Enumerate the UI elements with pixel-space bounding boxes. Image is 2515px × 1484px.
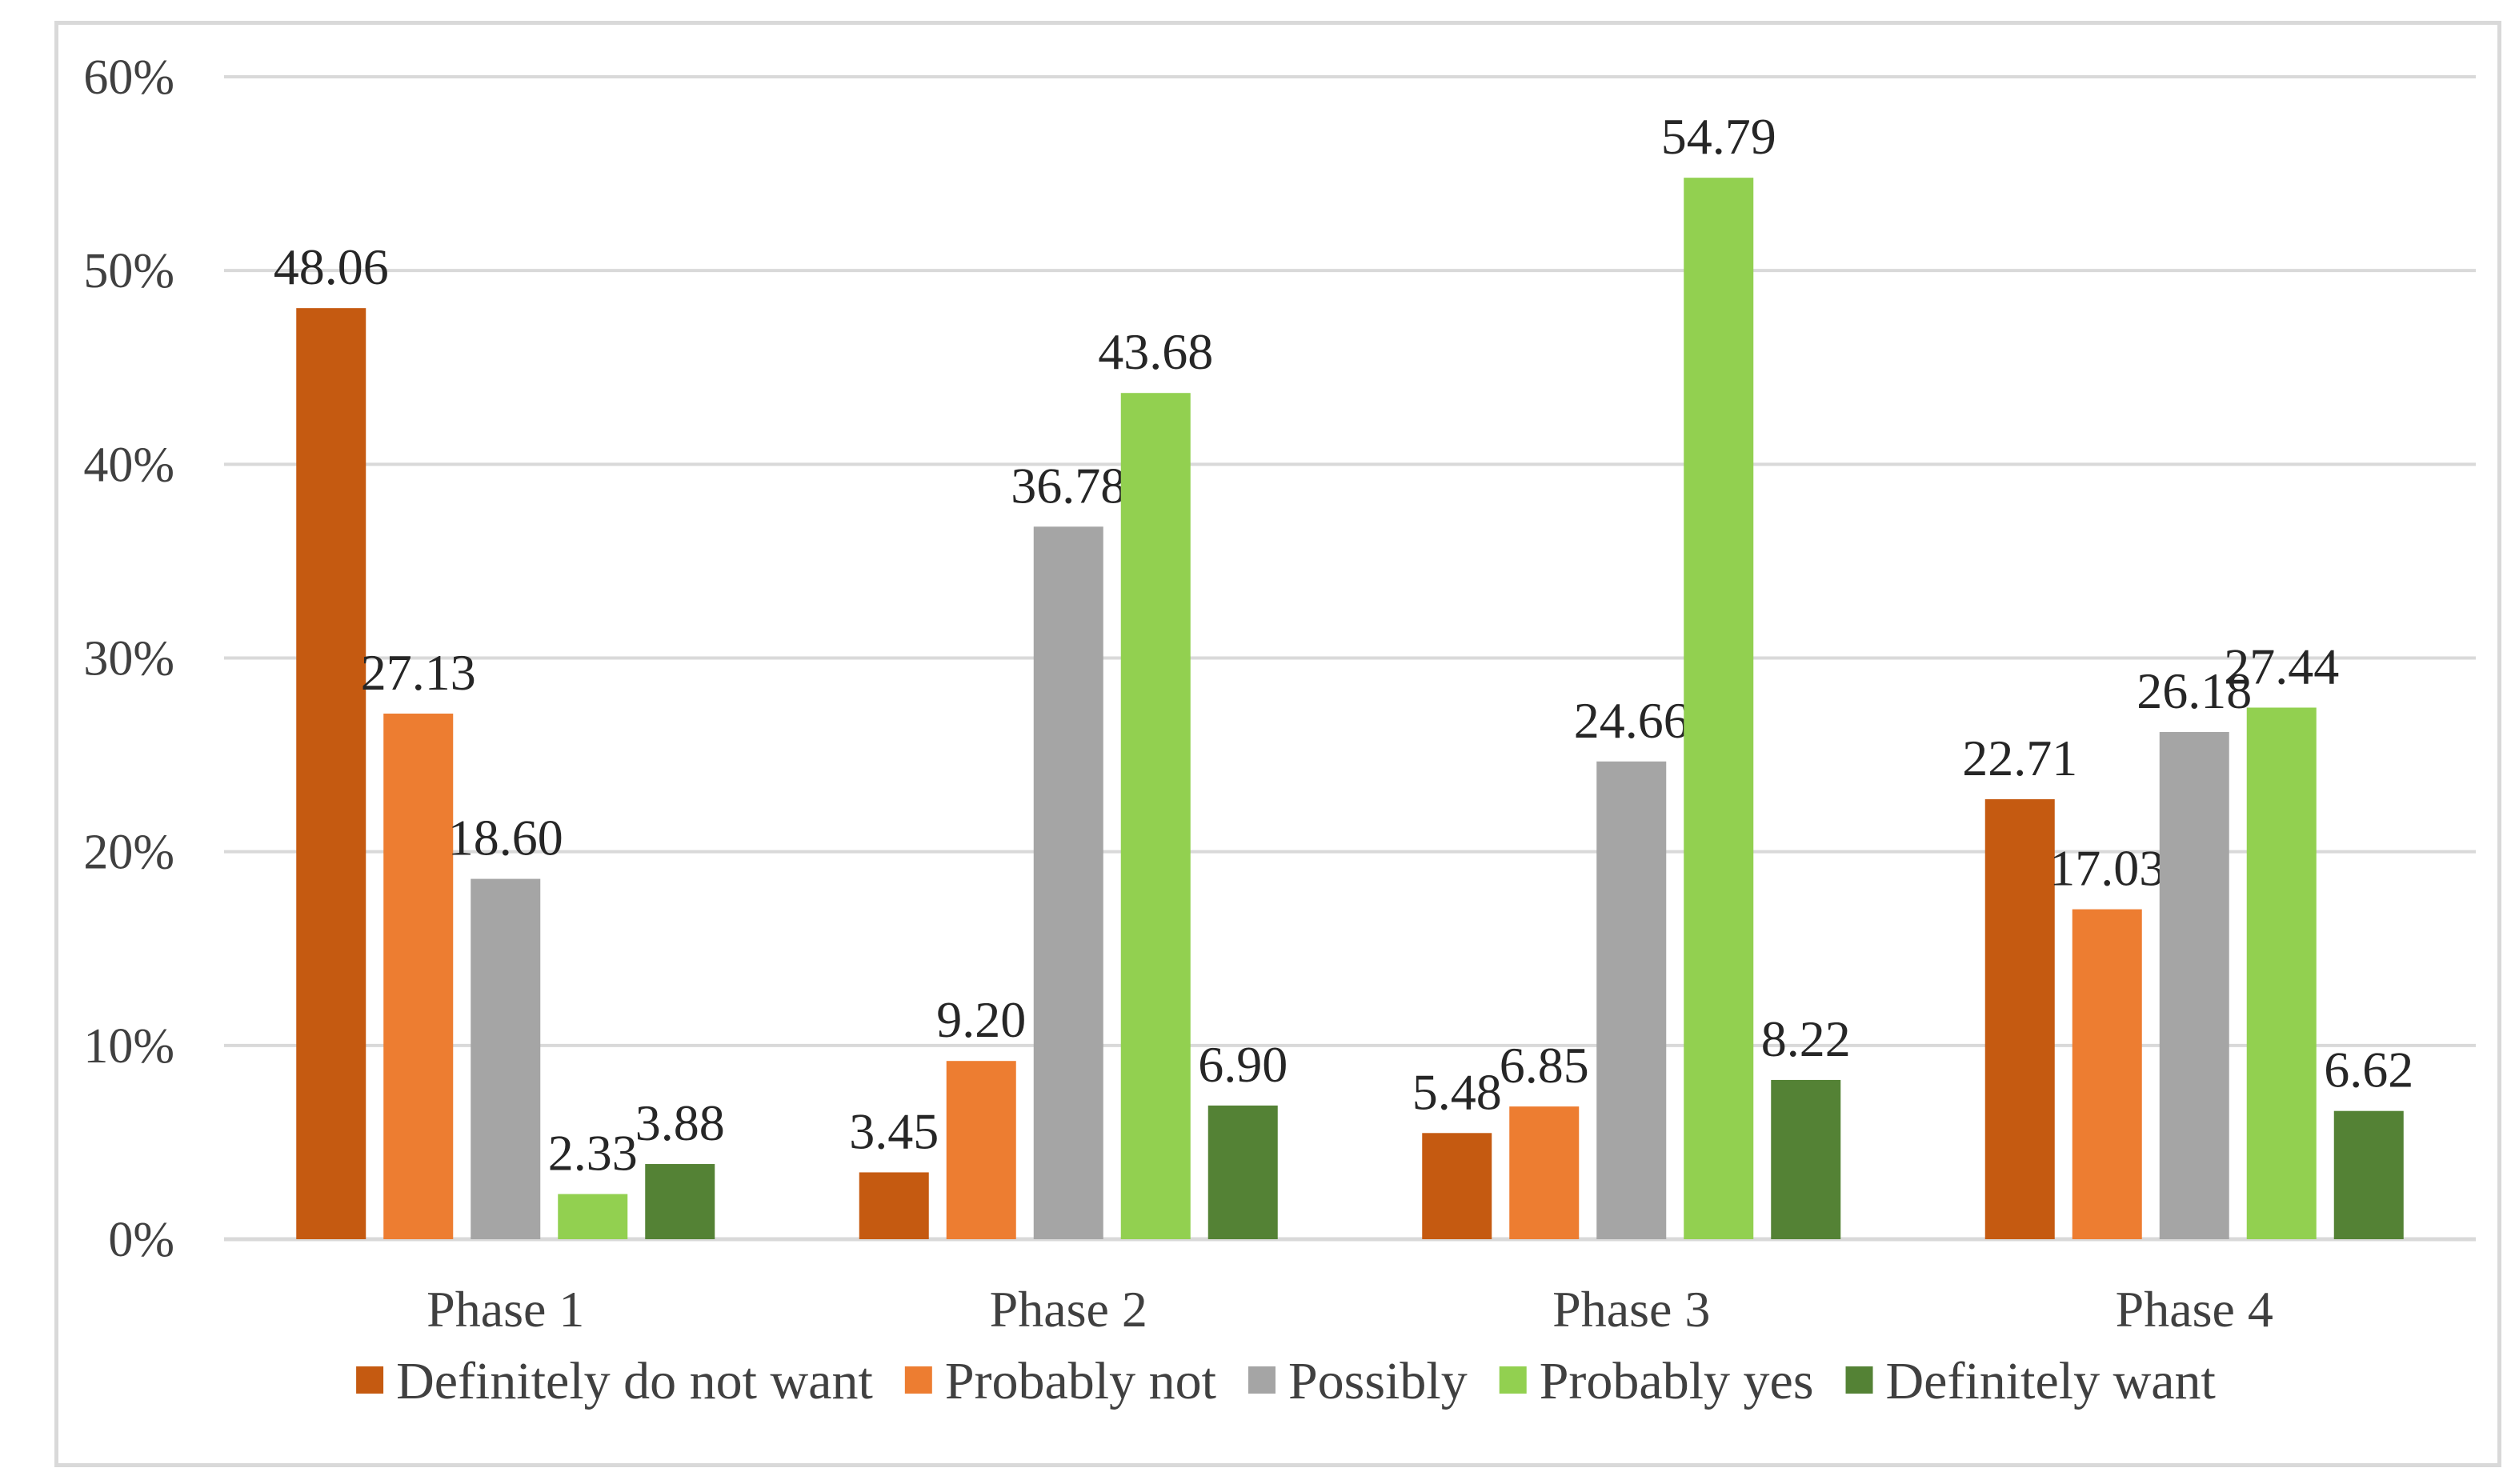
legend-label: Definitely do not want [396,1352,873,1410]
data-label: 27.13 [361,644,476,701]
data-label: 22.71 [1962,730,2077,786]
data-label: 8.22 [1761,1010,1851,1067]
x-tick-label: Phase 4 [2116,1281,2273,1338]
data-label: 9.20 [936,991,1026,1048]
bar-possibly [471,878,541,1239]
data-label: 24.66 [1574,692,1689,749]
bar-probably-not [2072,909,2142,1239]
legend-swatch [904,1366,932,1394]
bar-definitely-do-not-want [1422,1133,1492,1239]
bar-probably-yes [558,1194,628,1239]
bar-probably-not [383,714,454,1239]
data-label: 36.78 [1011,457,1126,514]
data-label: 5.48 [1412,1063,1502,1120]
y-tick-label: 50% [83,244,174,298]
chart-frame: 0% 10% 20% 30% 40% 50% 60% 48.06 27.13 18.60 2.33 3… [54,21,2501,1467]
legend-swatch [356,1366,384,1394]
legend-label: Definitely want [1886,1352,2216,1410]
bar-possibly [1596,761,1667,1239]
bar-definitely-want [1207,1105,1278,1239]
data-label: 6.90 [1198,1036,1288,1093]
y-tick-label: 20% [83,826,174,880]
bar-definitely-want [645,1164,715,1239]
y-tick-label: 0% [108,1213,174,1267]
data-label: 6.62 [2324,1042,2413,1098]
data-label: 3.88 [635,1094,725,1151]
y-tick-label: 60% [83,50,174,105]
legend-label: Probably yes [1540,1352,1814,1410]
y-tick-label: 30% [83,632,174,686]
y-tick-label: 40% [83,438,174,492]
bar-definitely-do-not-want [859,1172,929,1239]
legend-label: Possibly [1288,1352,1468,1410]
bar-probably-yes [2246,707,2317,1239]
x-tick-label: Phase 1 [427,1281,584,1338]
bar-probably-yes [1120,393,1191,1239]
bar-chart: 0%10%20%30%40%50%60%48.0627.1318.602.333… [83,50,2476,1410]
x-tick-label: Phase 2 [990,1281,1147,1338]
data-label: 18.60 [448,810,563,866]
data-label: 27.44 [2224,638,2339,694]
data-label: 17.03 [2049,840,2165,897]
bar-possibly [1033,526,1103,1239]
legend-swatch [1499,1366,1527,1394]
data-label: 48.06 [274,238,389,295]
x-tick-label: Phase 3 [1552,1281,1710,1338]
bar-possibly [2159,732,2229,1239]
bar-definitely-do-not-want [1984,799,2055,1239]
legend-swatch [1845,1366,1873,1394]
bar-probably-not [946,1061,1016,1239]
bar-probably-not [1509,1106,1580,1239]
bar-definitely-want [1771,1079,1841,1239]
data-label: 26.18 [2137,662,2252,719]
bar-definitely-want [2333,1110,2404,1239]
bar-definitely-do-not-want [296,308,366,1240]
y-tick-label: 10% [83,1019,174,1074]
data-label: 43.68 [1098,323,1213,380]
legend-swatch [1247,1366,1276,1394]
data-label: 54.79 [1661,108,1776,165]
data-label: 2.33 [548,1125,638,1182]
legend-label: Probably not [945,1352,1216,1410]
data-label: 6.85 [1500,1037,1589,1094]
data-label: 3.45 [849,1102,939,1159]
bar-probably-yes [1684,178,1754,1240]
